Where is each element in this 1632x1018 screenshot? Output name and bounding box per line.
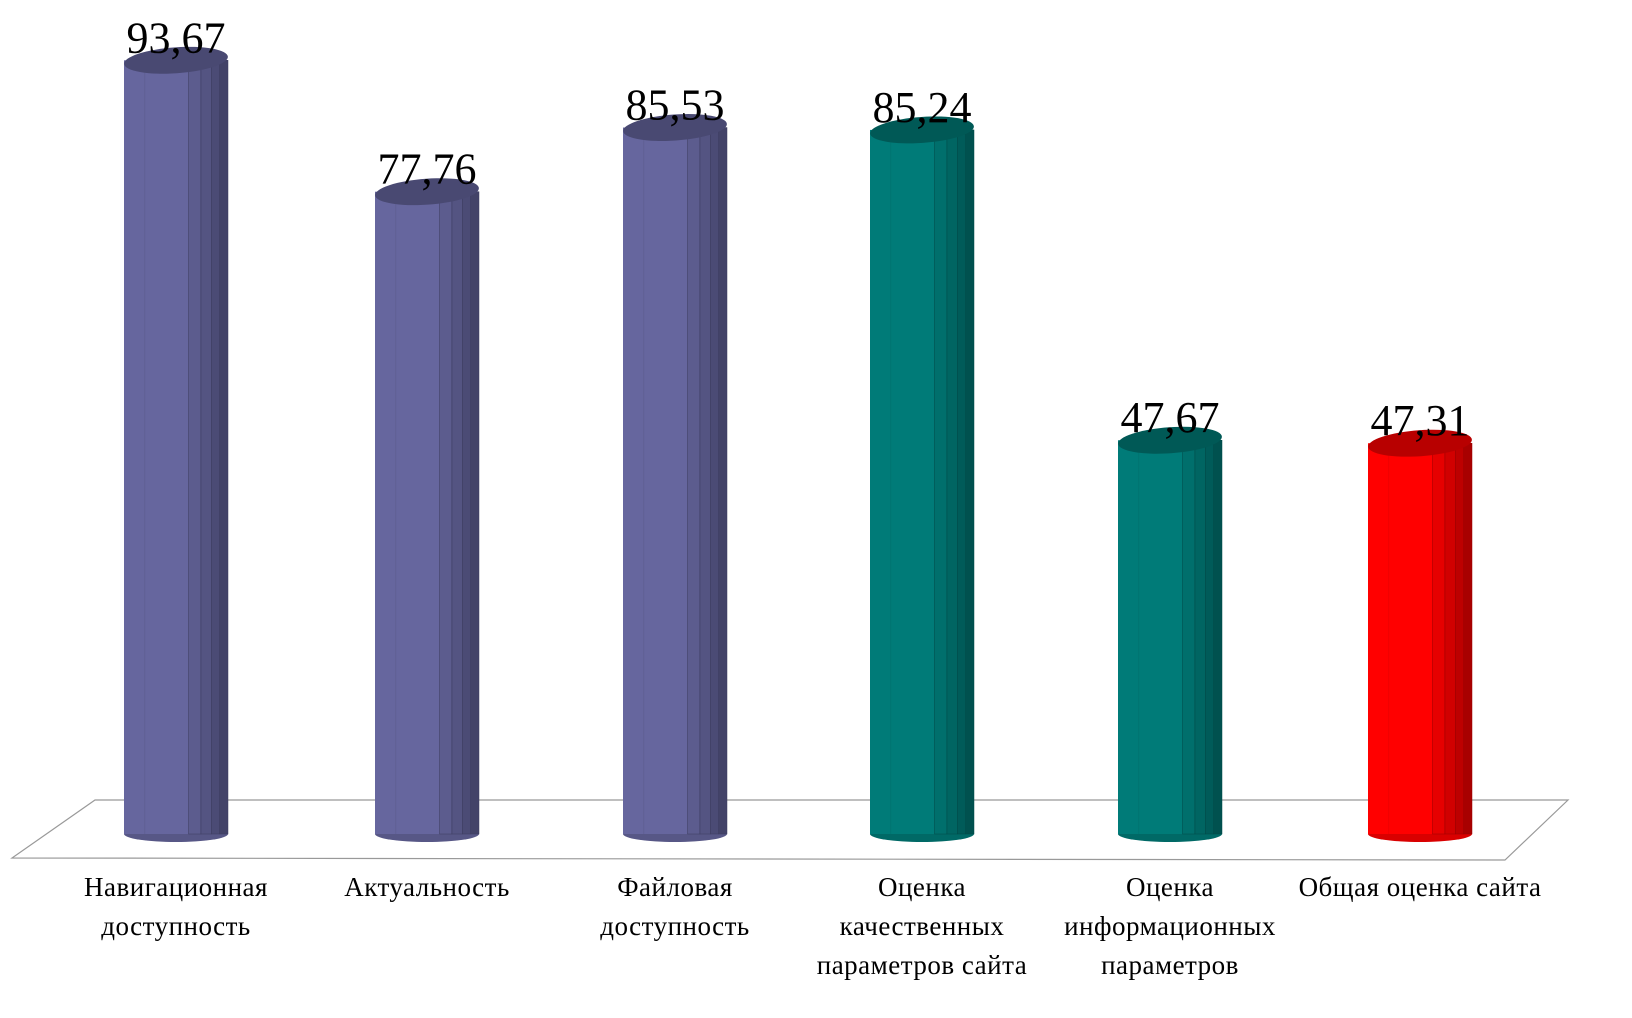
value-label: 47,31	[1371, 396, 1470, 445]
bar-shade	[718, 127, 728, 835]
x-tick-label: Оценка качественных параметров сайта	[816, 872, 1028, 980]
bar-shade	[470, 191, 480, 835]
bar-top	[623, 114, 727, 141]
value-label: 47,67	[1121, 393, 1220, 442]
bar-shade	[1444, 442, 1456, 835]
bar-shade	[439, 191, 453, 835]
bar-shade	[451, 191, 463, 835]
bar-shade	[1213, 439, 1223, 835]
x-tick-label: Навигационная доступность	[84, 872, 268, 941]
bar-shade	[965, 129, 975, 835]
bar-shade	[934, 129, 948, 835]
x-tick-label: Оценка информационных параметров	[1064, 872, 1276, 980]
x-tick-label: Общая оценка сайта	[1298, 872, 1542, 902]
bar-shade	[1194, 439, 1206, 835]
bar-shade	[1432, 442, 1446, 835]
bar-top	[1368, 429, 1472, 457]
bar-shade	[957, 129, 966, 835]
floor	[10, 799, 1570, 861]
bar-shade	[200, 60, 212, 835]
bar-top	[375, 178, 479, 206]
bar-shade	[946, 129, 958, 835]
bar-shade	[462, 191, 471, 835]
bar-shade	[710, 127, 719, 835]
x-tick-label: Актуальность	[344, 872, 510, 902]
bar-top	[124, 46, 228, 74]
bar-top	[1118, 426, 1222, 454]
value-label: 85,53	[626, 81, 725, 130]
bar-shade	[219, 60, 229, 835]
x-tick-label: Файловая доступность	[600, 872, 750, 941]
bar-shade	[1455, 442, 1464, 835]
floor-plane	[10, 799, 1570, 861]
bar-shade	[699, 127, 711, 835]
bar-shade	[1205, 439, 1214, 835]
bar-shade	[211, 60, 220, 835]
bar-shade	[188, 60, 202, 835]
bar-shade	[1182, 439, 1196, 835]
value-label: 85,24	[873, 83, 972, 132]
bar-shade	[687, 127, 701, 835]
bar-top	[870, 116, 974, 144]
value-label: 77,76	[378, 145, 477, 194]
bar-shade	[1463, 442, 1473, 835]
bars: 93,67 77,76 85,53 85,24 47,67 47,31	[124, 13, 1473, 842]
value-label: 93,67	[127, 13, 226, 62]
